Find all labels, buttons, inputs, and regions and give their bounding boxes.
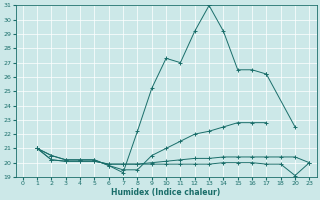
X-axis label: Humidex (Indice chaleur): Humidex (Indice chaleur) — [111, 188, 221, 197]
